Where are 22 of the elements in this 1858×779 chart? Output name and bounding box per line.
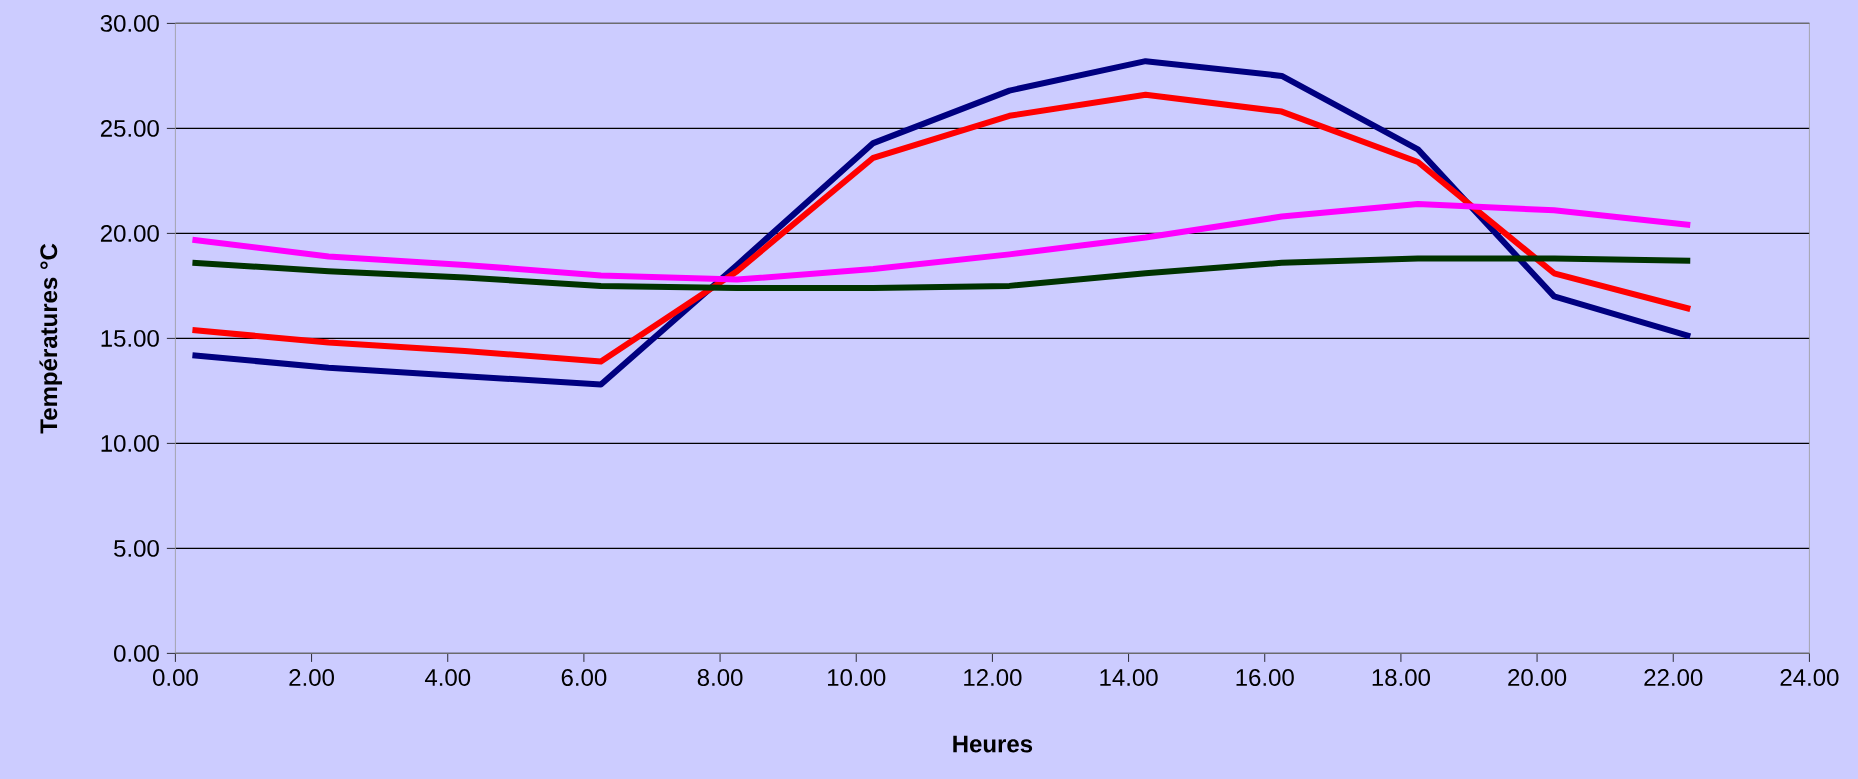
x-tick-label: 18.00 [1372,669,1430,686]
y-axis-title: Températures °C [39,243,63,434]
x-tick-label: 12.00 [964,669,1022,686]
y-tick-label: 15.00 [101,329,159,347]
y-tick-label: 10.00 [101,434,159,452]
x-tick-label: 20.00 [1508,669,1567,686]
x-tick-label: 0.00 [152,669,198,686]
y-tick-label: 20.00 [100,224,159,242]
y-tick-label: 0.00 [114,644,159,662]
x-tick-label: 2.00 [289,669,334,686]
x-tick-label: 14.00 [1100,669,1158,686]
x-axis-title: Heures [953,735,1033,753]
x-tick-label: 24.00 [1780,669,1839,686]
x-tick-label: 10.00 [828,669,886,686]
x-tick-label: 22.00 [1644,669,1703,686]
x-tick-label: 4.00 [424,669,471,686]
x-tick-label: 8.00 [697,669,743,686]
y-tick-label: 5.00 [114,539,159,557]
y-tick-label: 25.00 [100,119,159,137]
y-tick-label: 30.00 [100,14,159,32]
x-tick-label: 6.00 [561,669,607,686]
x-tick-label: 16.00 [1236,669,1294,686]
